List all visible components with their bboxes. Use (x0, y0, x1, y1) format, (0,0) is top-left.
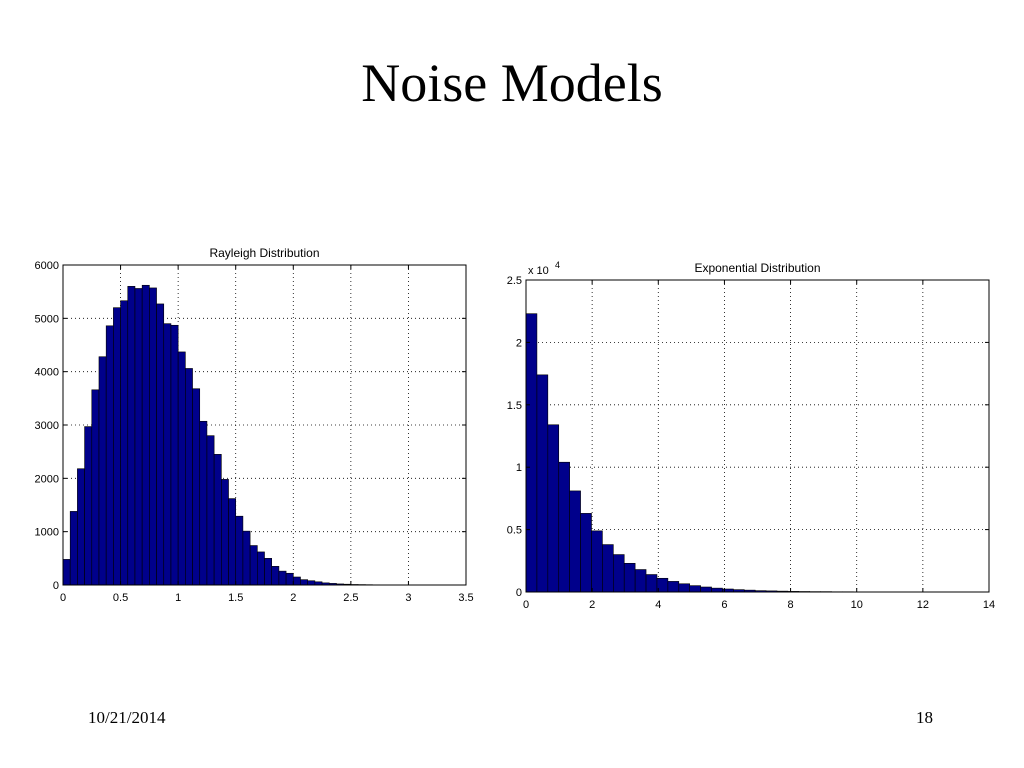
histogram-bar (580, 513, 592, 593)
histogram-bar (192, 388, 201, 586)
chart-title: Exponential Distribution (694, 261, 820, 275)
histogram-bar (278, 570, 287, 586)
histogram-bar (300, 579, 308, 586)
y-tick-label: 4000 (35, 367, 59, 379)
histogram-bar (634, 569, 647, 593)
histogram-bar (98, 356, 107, 586)
histogram-bar (569, 490, 581, 593)
histogram-bar (271, 566, 280, 586)
histogram-bar (105, 325, 114, 586)
histogram-bar (69, 511, 78, 586)
x-tick-label: 10 (851, 599, 863, 611)
histogram-bar (711, 587, 723, 593)
slide-page-number: 18 (916, 708, 933, 727)
exponential-chart-panel: 0 2 4 6 8 10 12 14 0 0.5 1 1.5 2 2.5 Exponential Distr… (490, 250, 1005, 620)
x-tick-label: 14 (983, 599, 995, 611)
histogram-bar (602, 544, 614, 593)
histogram-bar (84, 426, 93, 586)
histogram-bar (242, 530, 251, 586)
axis-exponent-label: x 10 (528, 265, 549, 277)
histogram-bar (235, 515, 244, 586)
y-tick-label: 3000 (35, 420, 59, 432)
x-tick-label: 0.5 (113, 592, 128, 604)
x-tick-label: 3.5 (458, 592, 473, 604)
x-tick-label: 2.5 (343, 592, 358, 604)
histogram-bar (134, 288, 143, 586)
histogram-bar (613, 554, 625, 593)
histogram-bar (700, 586, 712, 593)
histogram-bar (264, 558, 272, 586)
histogram-bar (91, 389, 100, 586)
x-tick-label: 2 (290, 592, 296, 604)
histogram-bar (547, 424, 560, 593)
chart-title: Rayleigh Distribution (209, 246, 319, 260)
y-tick-label: 2 (516, 337, 522, 349)
histogram-bar (249, 545, 258, 586)
histogram-bar (177, 351, 186, 586)
histogram-bar (170, 324, 179, 586)
y-tick-label: 6000 (35, 260, 59, 272)
histogram-bar (163, 323, 172, 586)
x-tick-label: 0 (60, 592, 66, 604)
y-tick-label: 1000 (35, 527, 59, 539)
histogram-bar (206, 435, 215, 586)
histogram-bar (120, 300, 129, 586)
slide-title: Noise Models (361, 53, 663, 113)
y-tick-label: 2.5 (507, 275, 522, 287)
histogram-bar (307, 580, 316, 586)
histogram-bar (228, 498, 237, 586)
histogram-bar (149, 287, 157, 586)
histogram-bar (77, 468, 85, 586)
histogram-bar (185, 368, 193, 586)
y-tick-label: 2000 (35, 473, 59, 485)
y-tick-label: 0 (53, 580, 59, 592)
histogram-bar (199, 420, 208, 586)
histogram-bar (62, 559, 71, 586)
histogram-bar (127, 286, 136, 586)
histogram-bar (257, 551, 265, 586)
histogram-bar (623, 562, 636, 593)
x-tick-label: 0 (523, 599, 529, 611)
histogram-bar (689, 585, 701, 593)
rayleigh-chart-panel: 0 0.5 1 1.5 2 2.5 3 3.5 0 1000 2000 3000 4000 5000 600… (20, 238, 490, 618)
histogram-bar (213, 454, 222, 586)
x-tick-label: 2 (589, 599, 595, 611)
histogram-bar (667, 581, 680, 593)
y-tick-label: 1.5 (507, 400, 522, 412)
axes-box (525, 279, 990, 593)
x-tick-label: 6 (721, 599, 727, 611)
y-tick-label: 1 (516, 462, 522, 474)
histogram-bar (678, 583, 691, 593)
x-tick-label: 8 (788, 599, 794, 611)
histogram-bar (221, 479, 229, 586)
histogram-bar (141, 284, 150, 586)
histogram-bar (156, 303, 165, 586)
axis-exponent-power: 4 (555, 260, 560, 270)
x-tick-label: 3 (405, 592, 411, 604)
y-tick-label: 5000 (35, 313, 59, 325)
histogram-bar (645, 574, 658, 593)
histogram-bar (285, 572, 294, 586)
rayleigh-chart: 0 0.5 1 1.5 2 2.5 3 3.5 0 1000 2000 3000 4000 5000 600… (35, 246, 474, 604)
histogram-bar (536, 374, 549, 593)
histogram-bar (292, 576, 301, 586)
plot-area (526, 280, 989, 592)
histogram-bar (591, 530, 603, 593)
x-tick-label: 1.5 (228, 592, 243, 604)
histogram-bar (558, 461, 570, 593)
x-tick-label: 1 (175, 592, 181, 604)
histogram-bar (525, 313, 538, 593)
y-tick-label: 0.5 (507, 525, 522, 537)
y-tick-label: 0 (516, 587, 522, 599)
x-tick-label: 12 (917, 599, 929, 611)
histogram-bar (113, 307, 121, 586)
x-tick-label: 4 (655, 599, 661, 611)
slide-date: 10/21/2014 (88, 708, 166, 727)
exponential-chart: 0 2 4 6 8 10 12 14 0 0.5 1 1.5 2 2.5 Exponential Distr… (507, 260, 995, 611)
